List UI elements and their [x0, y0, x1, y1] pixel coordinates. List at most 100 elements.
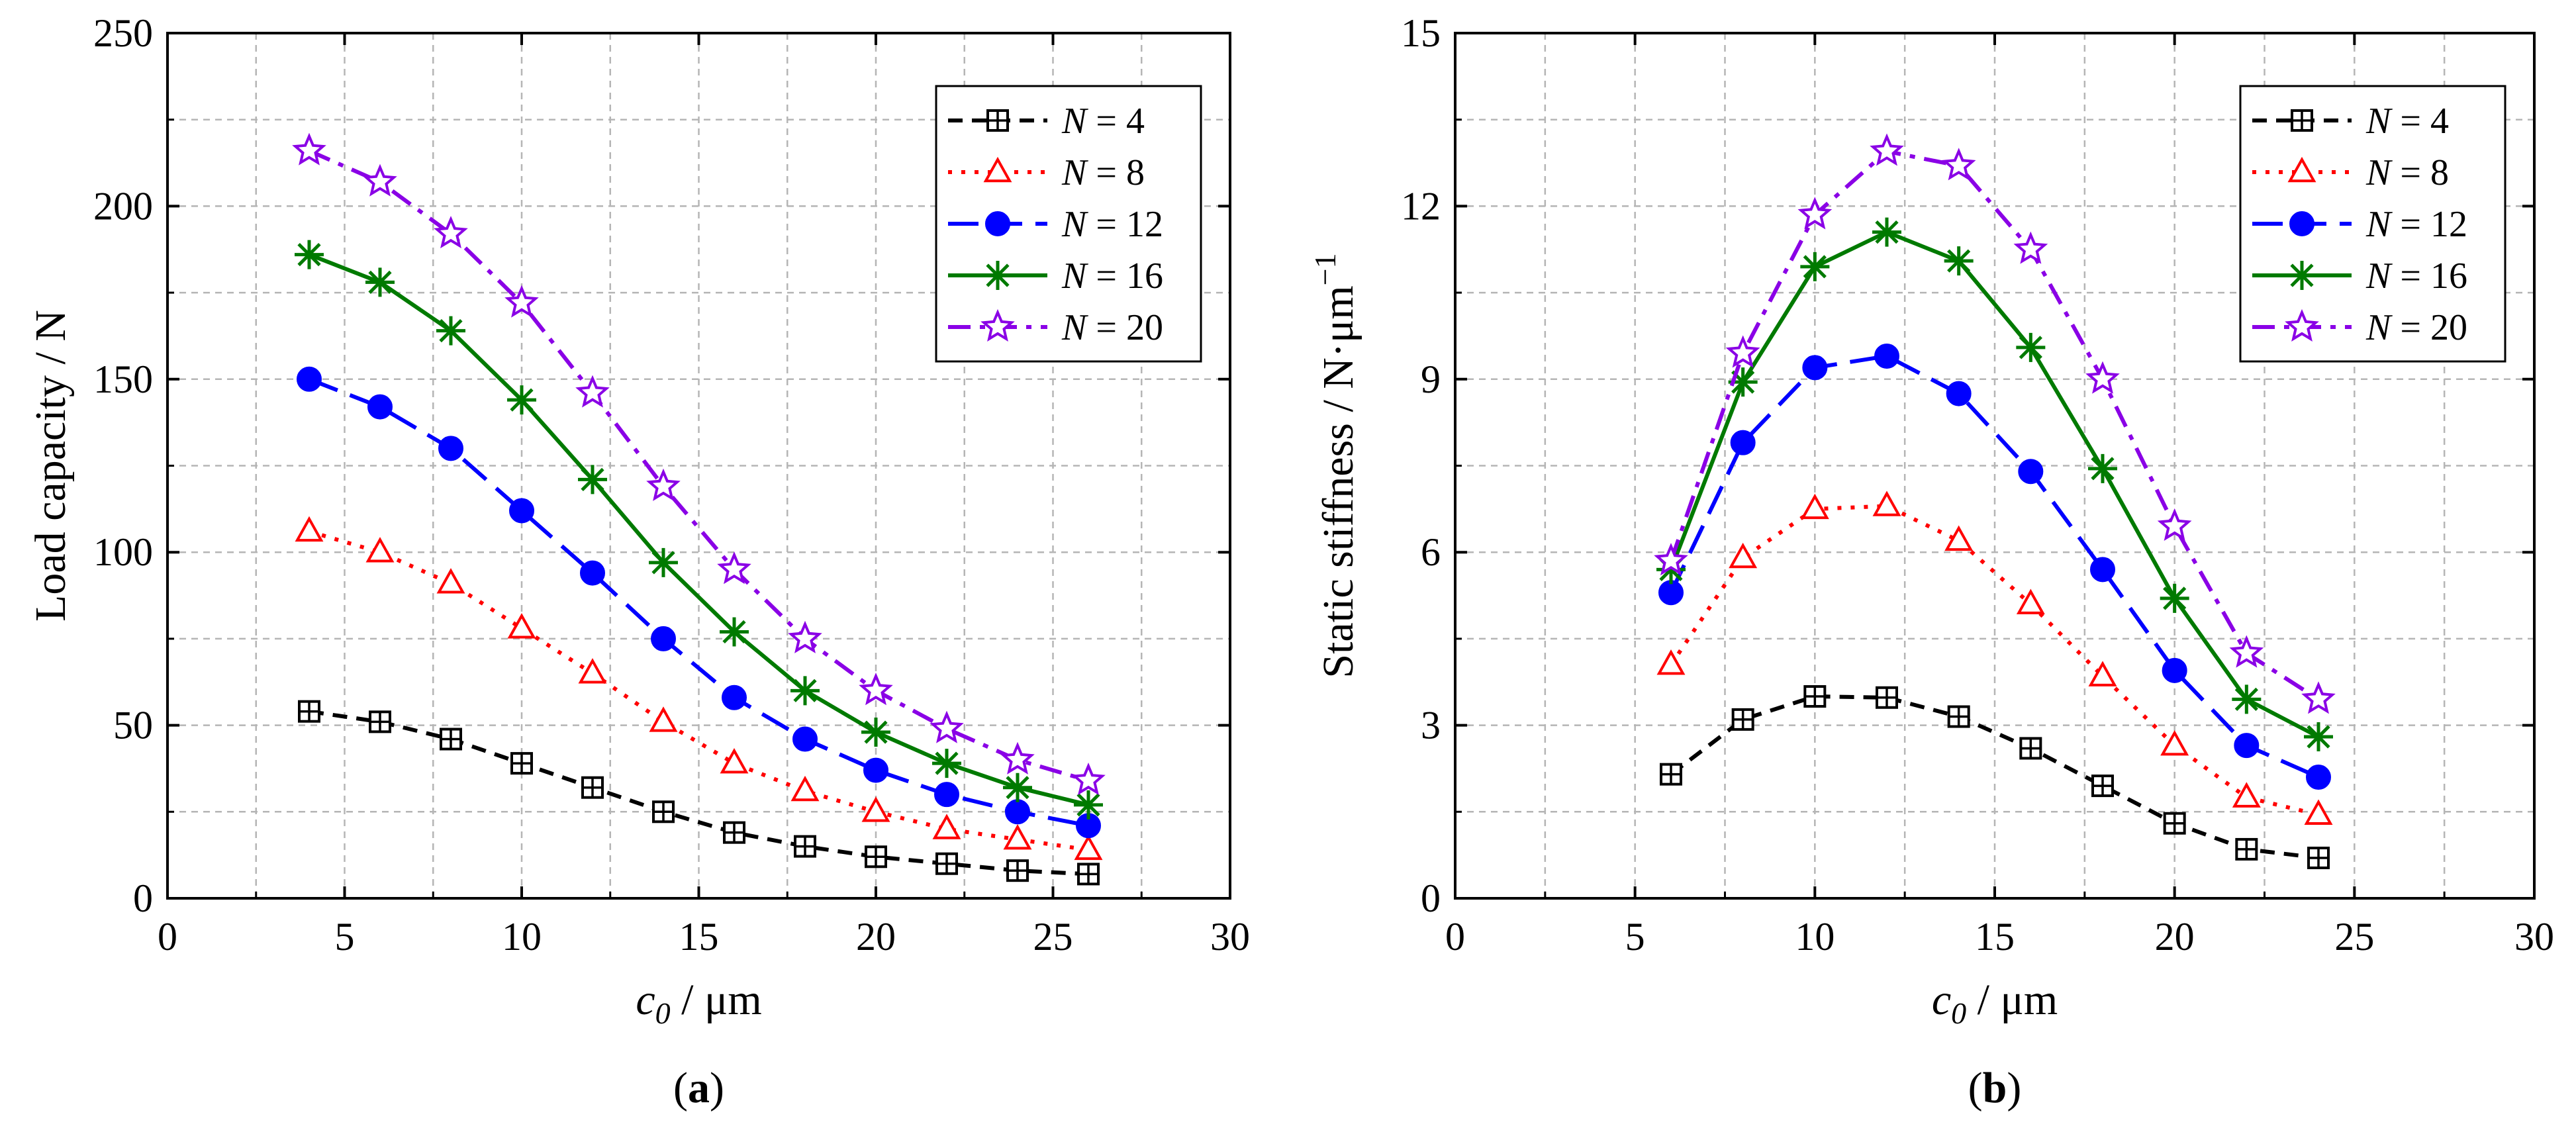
legend-box: [2239, 85, 2506, 363]
data-point: [794, 835, 816, 858]
y-tick-label: 50: [113, 704, 153, 747]
y-tick-label: 150: [93, 357, 153, 401]
data-point: [1800, 493, 1829, 520]
legend-item: N = 20: [948, 307, 1163, 348]
x-tick-label: 30: [2514, 915, 2554, 959]
x-tick-label: 30: [1210, 915, 1250, 959]
data-point: [504, 285, 539, 318]
data-point: [365, 267, 395, 297]
data-point: [646, 468, 681, 501]
data-point-cross: [1733, 709, 1753, 729]
data-point: [1946, 381, 1972, 406]
data-point: [865, 845, 887, 869]
data-point: [507, 385, 536, 415]
legend-label: N = 12: [2365, 204, 2467, 245]
ticks: 0 5 10 15 20 25 30 0 50 100 150 200 250: [93, 11, 1250, 959]
x-tick-label: 0: [158, 915, 177, 959]
data-point: [1074, 790, 1103, 820]
data-point-cross: [2093, 776, 2113, 796]
x-tick-label: 15: [679, 915, 719, 959]
series-8: [1656, 491, 2333, 825]
data-point: [292, 132, 326, 165]
legend-marker: [2289, 211, 2314, 236]
data-point: [717, 551, 751, 585]
data-point: [1003, 824, 1032, 850]
legend-label: N = 4: [2365, 101, 2449, 142]
data-point: [2160, 730, 2189, 756]
series-12: [297, 366, 1101, 839]
data-point: [930, 710, 964, 743]
legend-marker: [2287, 261, 2316, 290]
y-tick-label: 15: [1401, 11, 1441, 55]
data-point-cross: [1948, 706, 1969, 727]
data-point: [440, 728, 462, 751]
legend-marker: [983, 261, 1012, 290]
data-point: [1803, 685, 1827, 708]
data-point: [2162, 657, 2187, 683]
chart-panel-a: 0 5 10 15 20 25 30 0 50 100 150 200 250 c0 / μm Load c…: [26, 11, 1250, 1112]
panel-label: (b): [1968, 1064, 2022, 1112]
data-point: [578, 658, 607, 684]
data-point: [934, 782, 959, 808]
data-point: [1944, 525, 1974, 551]
series-8: [295, 516, 1103, 861]
data-point-cross: [2021, 738, 2041, 759]
legend-item: N = 12: [2252, 204, 2467, 245]
legend-marker: [985, 211, 1010, 236]
data-point: [2307, 847, 2330, 870]
x-tick-label: 5: [335, 915, 355, 959]
legend-label: N = 12: [1061, 204, 1163, 245]
data-point: [2088, 661, 2117, 686]
x-tick-label: 25: [1033, 915, 1073, 959]
legend-item: N = 16: [2252, 256, 2467, 297]
data-point: [438, 436, 463, 461]
legend-item: N = 4: [2252, 101, 2449, 142]
legend-item: N = 16: [948, 256, 1163, 297]
data-point: [1870, 133, 1904, 166]
data-point: [1074, 834, 1103, 861]
data-point: [863, 757, 888, 783]
y-tick-label: 0: [1421, 876, 1441, 920]
data-point: [509, 498, 534, 524]
data-point: [932, 749, 961, 778]
data-point: [434, 216, 468, 249]
data-point: [652, 800, 675, 823]
data-point: [295, 516, 324, 542]
data-point-cross: [512, 753, 532, 774]
data-point: [2013, 231, 2048, 264]
data-point: [2234, 733, 2260, 759]
data-point-cross: [441, 729, 461, 749]
legend-label: N = 20: [1061, 307, 1163, 348]
y-tick-label: 200: [93, 184, 153, 228]
y-tick-label: 6: [1421, 530, 1441, 574]
data-point-cross: [1008, 861, 1027, 881]
data-point: [2091, 775, 2114, 798]
data-point: [369, 710, 391, 733]
data-point: [1006, 859, 1029, 882]
data-point: [297, 366, 322, 392]
series-line: [308, 252, 1089, 807]
data-point: [581, 776, 604, 799]
series-line: [308, 377, 1089, 828]
data-point: [790, 775, 820, 802]
data-point-cross: [370, 712, 390, 732]
legend-label: N = 4: [1061, 101, 1145, 142]
data-point: [720, 617, 749, 647]
data-point: [859, 673, 893, 706]
data-point-cross: [795, 836, 815, 857]
data-point: [2016, 588, 2045, 614]
data-point: [1800, 252, 1830, 281]
x-axis-title: c0 / μm: [1932, 976, 2058, 1030]
legend-marker: [980, 308, 1015, 342]
data-point: [790, 676, 820, 706]
y-tick-label: 0: [133, 876, 153, 920]
legend-marker: [2287, 156, 2316, 183]
data-point: [1872, 217, 1901, 247]
series-line: [309, 709, 1089, 876]
legend-item: N = 4: [948, 101, 1145, 142]
legend-marker-cross: [988, 111, 1008, 130]
data-point-cross: [583, 777, 602, 798]
data-point: [1658, 580, 1684, 606]
